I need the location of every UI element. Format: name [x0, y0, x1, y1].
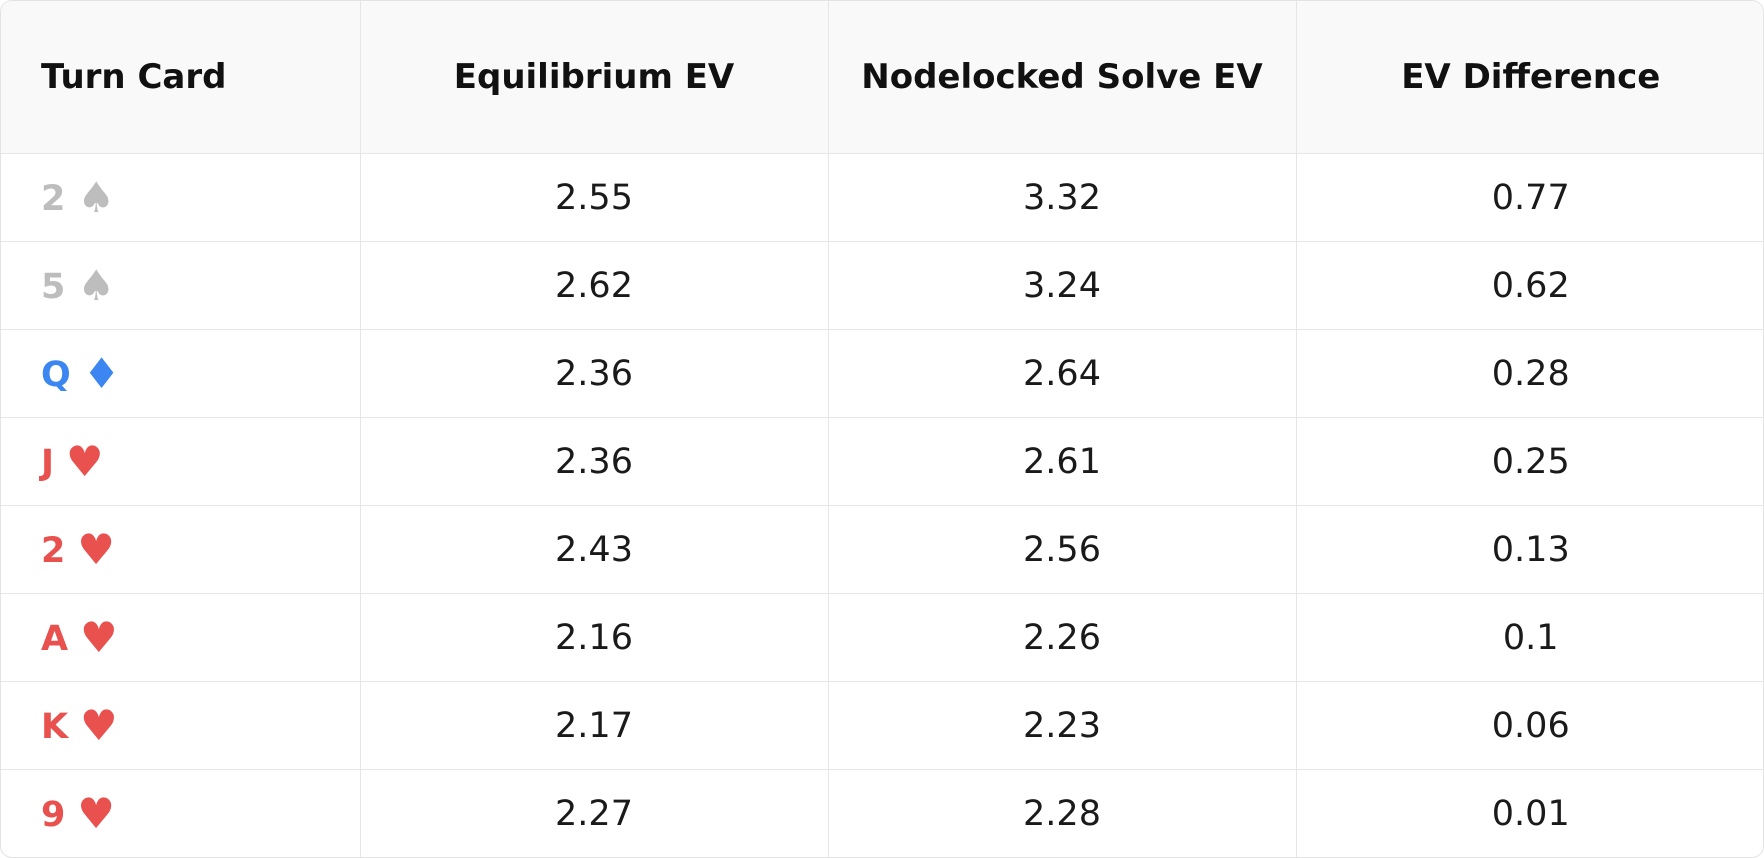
turn-card-cell: K ♥ [1, 681, 361, 770]
turn-card-cell: 2 ♠ [1, 153, 361, 242]
ev-difference-cell: 0.01 [1295, 769, 1763, 857]
ev-difference-cell: 0.13 [1295, 505, 1763, 594]
card-suit: ♥ [80, 613, 118, 662]
card-rank: J [41, 443, 55, 483]
table-body: 2 ♠ 2.55 3.32 0.77 5 ♠ 2.62 3.24 0.62 Q ♦ 2.36 2.64 0.… [1, 153, 1763, 857]
nodelocked-ev-cell: 3.32 [827, 153, 1297, 242]
nodelocked-ev-cell: 2.56 [827, 505, 1297, 594]
card-suit: ♥ [66, 437, 104, 486]
ev-difference-cell: 0.77 [1295, 153, 1763, 242]
card-suit: ♦ [82, 349, 121, 398]
turn-card-cell: J ♥ [1, 417, 361, 506]
header-row: Turn Card Equilibrium EV Nodelocked Solve … [1, 1, 1763, 154]
ev-difference-cell: 0.06 [1295, 681, 1763, 770]
card-rank: 2 [41, 179, 66, 219]
turn-card-cell: A ♥ [1, 593, 361, 682]
card-suit: ♥ [80, 701, 118, 750]
card-rank: 9 [41, 795, 66, 835]
nodelocked-ev-cell: 2.28 [827, 769, 1297, 857]
table-head: Turn Card Equilibrium EV Nodelocked Solve … [1, 1, 1763, 154]
column-header: EV Difference [1295, 1, 1763, 154]
table-row: 5 ♠ 2.62 3.24 0.62 [1, 241, 1763, 330]
nodelocked-ev-cell: 2.64 [827, 329, 1297, 418]
ev-difference-cell: 0.62 [1295, 241, 1763, 330]
ev-difference-cell: 0.25 [1295, 417, 1763, 506]
ev-difference-cell: 0.1 [1295, 593, 1763, 682]
equilibrium-ev-cell: 2.43 [359, 505, 829, 594]
column-header: Equilibrium EV [359, 1, 829, 154]
card-suit: ♥ [77, 789, 116, 838]
table-row: J ♥ 2.36 2.61 0.25 [1, 417, 1763, 506]
nodelocked-ev-cell: 2.26 [827, 593, 1297, 682]
table-row: A ♥ 2.16 2.26 0.1 [1, 593, 1763, 682]
table-row: 9 ♥ 2.27 2.28 0.01 [1, 769, 1763, 857]
equilibrium-ev-cell: 2.36 [359, 329, 829, 418]
card-suit: ♠ [77, 261, 116, 310]
table-row: 2 ♥ 2.43 2.56 0.13 [1, 505, 1763, 594]
card-suit: ♠ [77, 173, 116, 222]
nodelocked-ev-cell: 2.61 [827, 417, 1297, 506]
card-suit: ♥ [77, 525, 116, 574]
ev-difference-cell: 0.28 [1295, 329, 1763, 418]
card-rank: 2 [41, 531, 66, 571]
table-row: 2 ♠ 2.55 3.32 0.77 [1, 153, 1763, 242]
card-rank: A [41, 619, 69, 659]
card-rank: Q [41, 355, 71, 395]
card-rank: K [41, 707, 69, 747]
equilibrium-ev-cell: 2.27 [359, 769, 829, 857]
turn-card-cell: 9 ♥ [1, 769, 361, 857]
column-header: Nodelocked Solve EV [827, 1, 1297, 154]
column-header: Turn Card [1, 1, 361, 154]
equilibrium-ev-cell: 2.62 [359, 241, 829, 330]
turn-card-cell: Q ♦ [1, 329, 361, 418]
table-row: Q ♦ 2.36 2.64 0.28 [1, 329, 1763, 418]
equilibrium-ev-cell: 2.16 [359, 593, 829, 682]
turn-card-cell: 2 ♥ [1, 505, 361, 594]
table-row: K ♥ 2.17 2.23 0.06 [1, 681, 1763, 770]
nodelocked-ev-cell: 3.24 [827, 241, 1297, 330]
equilibrium-ev-cell: 2.17 [359, 681, 829, 770]
equilibrium-ev-cell: 2.55 [359, 153, 829, 242]
nodelocked-ev-cell: 2.23 [827, 681, 1297, 770]
turn-card-cell: 5 ♠ [1, 241, 361, 330]
equilibrium-ev-cell: 2.36 [359, 417, 829, 506]
card-rank: 5 [41, 267, 66, 307]
